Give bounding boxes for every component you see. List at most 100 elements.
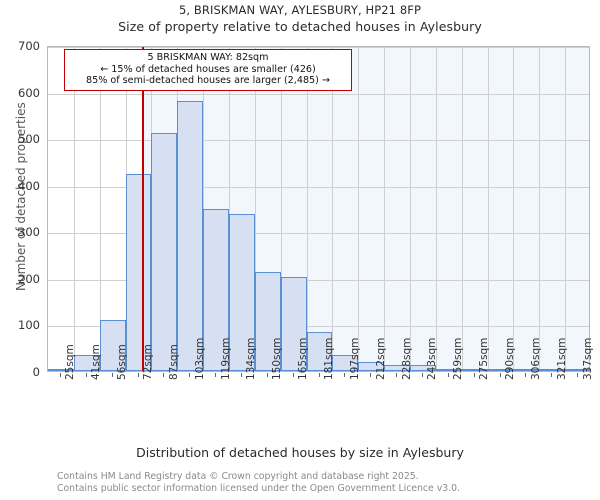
gridline-x-13 [384,47,386,371]
x-tick-label: 306sqm [529,337,542,380]
gridline-x-10 [306,47,308,371]
property-marker-line [142,47,144,371]
page-title: 5, BRISKMAN WAY, AYLESBURY, HP21 8FP [178,3,422,17]
y-tick-label: 400 [18,178,40,193]
footer-line-2: Contains public sector information licen… [57,482,460,494]
gridline-x-15 [435,47,437,371]
x-tick-label: 119sqm [219,337,232,380]
y-tick-label: 700 [18,39,40,53]
histogram-bar [229,214,255,371]
y-tick-label: 500 [18,132,40,147]
histogram-bar [177,100,204,371]
x-tick-mark [215,373,217,377]
x-tick-mark [292,373,294,377]
x-tick-label: 56sqm [116,344,129,380]
x-tick-label: 290sqm [504,337,516,380]
x-tick-mark [499,373,501,377]
gridline-y-200 [48,279,589,281]
x-tick-label: 197sqm [348,337,361,380]
y-axis-label: Number of detached properties [14,102,28,291]
gridline-y-300 [48,233,589,235]
x-tick-mark [344,373,346,377]
x-tick-label: 87sqm [167,344,180,380]
gridline-y-600 [48,93,589,95]
x-tick-mark [473,373,475,377]
histogram-bar [73,354,100,371]
x-tick-mark [59,373,61,377]
x-tick-mark [189,373,191,377]
histogram-bar [435,369,462,371]
histogram-bar [513,369,540,371]
x-tick-label: 150sqm [271,337,284,380]
histogram-bar [48,368,74,371]
x-tick-mark [421,373,423,377]
gridline-x-9 [280,47,282,371]
gridline-x-18 [513,47,515,371]
x-tick-mark [370,373,372,377]
footer-line-1: Contains HM Land Registry data © Crown c… [57,471,419,483]
chart-subtitle: Size of property relative to detached ho… [118,19,482,34]
x-axis-label: Distribution of detached houses by size … [136,445,464,460]
y-tick-label: 200 [18,271,40,286]
annotation-line-3: 85% of semi-detached houses are larger (… [86,75,330,87]
gridline-y-700 [48,47,589,48]
x-tick-label: 275sqm [478,337,491,380]
gridline-x-19 [539,47,541,371]
x-tick-label: 212sqm [374,337,387,380]
histogram-bar [332,354,359,371]
y-tick-label: 0 [32,365,40,379]
x-tick-mark [396,373,398,377]
annotation-line-2: ← 15% of detached houses are smaller (42… [100,63,316,75]
gridline-x-8 [254,47,256,371]
x-tick-label: 228sqm [400,337,413,380]
histogram-bar [539,369,566,371]
plot-area [47,46,591,372]
histogram-bar [306,331,333,371]
x-tick-mark [318,373,320,377]
x-tick-mark [577,373,579,377]
histogram-bar [203,208,229,371]
x-tick-label: 181sqm [323,337,335,380]
histogram-bar [461,369,488,371]
gridline-y-100 [48,326,589,328]
x-tick-label: 134sqm [245,337,258,380]
gridline-x-17 [487,47,489,371]
gridline-x-7 [229,47,230,371]
histogram-bar [565,369,591,371]
histogram-bar [384,365,410,371]
histogram-bar [99,319,126,371]
gridline-x-12 [358,47,360,371]
x-tick-mark [163,373,165,377]
gridline-x-14 [410,47,411,371]
x-tick-label: 259sqm [452,337,465,380]
x-tick-mark [111,373,113,377]
histogram-bar [125,174,152,371]
x-tick-mark [551,373,553,377]
y-tick-label: 300 [18,225,40,240]
gridline-x-2 [99,47,101,371]
histogram-bar [151,133,178,371]
x-tick-label: 321sqm [555,337,568,380]
gridline-x-16 [461,47,463,371]
x-tick-label: 41sqm [90,344,103,380]
y-tick-label: 600 [18,85,40,100]
x-tick-mark [266,373,268,377]
x-tick-mark [447,373,449,377]
y-tick-label: 100 [18,318,40,333]
gridline-y-400 [48,186,589,188]
x-tick-mark [240,373,242,377]
histogram-bar [358,361,385,371]
x-tick-label: 165sqm [297,337,310,380]
x-tick-label: 25sqm [64,344,77,380]
gridline-x-1 [73,47,75,371]
gridline-x-20 [565,47,567,371]
x-tick-mark [85,373,87,377]
histogram-bar [254,271,281,371]
gridline-y-500 [48,140,589,142]
x-tick-mark [525,373,527,377]
x-tick-label: 243sqm [426,337,439,380]
annotation-line-1: 5 BRISKMAN WAY: 82sqm [147,52,269,63]
footer-attribution: Contains HM Land Registry data © Crown c… [57,471,460,494]
x-tick-label: 337sqm [581,337,594,380]
